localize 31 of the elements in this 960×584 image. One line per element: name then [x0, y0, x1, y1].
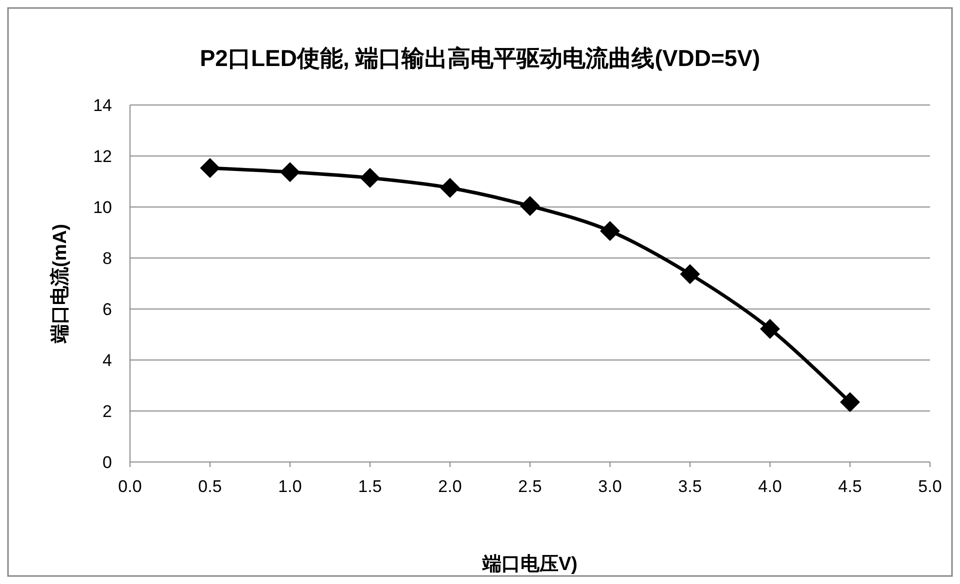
point [440, 178, 460, 198]
point [280, 162, 300, 182]
x-tick-label: 2.0 [438, 477, 462, 496]
x-tick-label: 3.0 [598, 477, 622, 496]
y-tick-label: 10 [93, 198, 112, 217]
y-axis-title: 端口电流(mA) [49, 224, 71, 344]
y-tick-label: 0 [102, 453, 112, 472]
point [200, 158, 220, 178]
x-axis-title: 端口电压V) [482, 553, 578, 575]
y-tick-label: 12 [93, 147, 112, 166]
y-tick-label: 2 [102, 402, 112, 421]
y-tick-label: 8 [102, 249, 112, 268]
x-tick-label: 5.0 [918, 477, 942, 496]
x-tick-label: 1.5 [358, 477, 382, 496]
y-tick-label: 14 [93, 96, 112, 115]
point [680, 264, 700, 284]
x-tick-label: 1.0 [278, 477, 302, 496]
y-tick-label: 6 [102, 300, 112, 319]
point [760, 318, 780, 339]
x-tick-label: 4.0 [758, 477, 782, 496]
x-tick-label: 0.5 [198, 477, 222, 496]
point [520, 196, 540, 216]
x-tick-label: 0.0 [118, 477, 142, 496]
point [600, 220, 620, 241]
chart-title: P2口LED使能, 端口输出高电平驱动电流曲线(VDD=5V) [200, 45, 760, 71]
point [840, 392, 860, 412]
x-tick-label: 3.5 [678, 477, 702, 496]
x-tick-label: 4.5 [838, 477, 862, 496]
point [360, 168, 380, 188]
y-tick-label: 4 [102, 351, 112, 370]
x-tick-label: 2.5 [518, 477, 542, 496]
